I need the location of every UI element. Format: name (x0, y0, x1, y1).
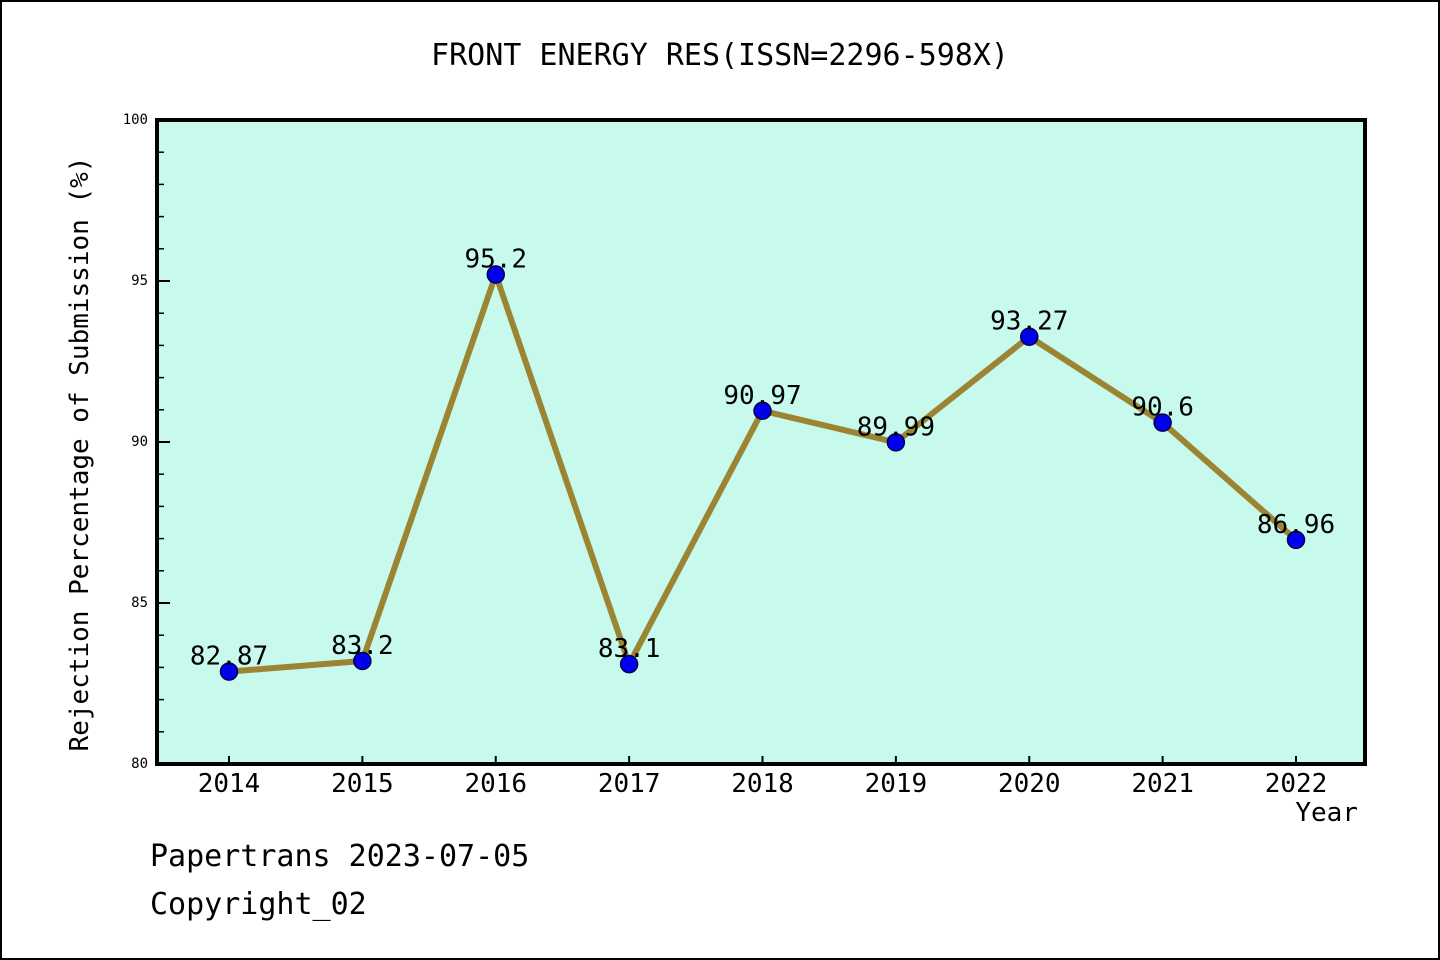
data-point-label: 89.99 (857, 412, 935, 442)
x-tick-label: 2019 (865, 769, 928, 799)
data-point-label: 83.2 (331, 631, 394, 661)
x-tick-label: 2016 (464, 769, 527, 799)
data-point-label: 90.97 (723, 381, 801, 411)
y-tick-label: 85 (131, 595, 148, 611)
data-point (1286, 530, 1306, 550)
x-tick-label: 2015 (331, 769, 394, 799)
data-point (753, 401, 772, 421)
x-tick-label: 2022 (1265, 769, 1328, 799)
data-point (1153, 413, 1172, 432)
data-point-label: 95.2 (464, 245, 527, 275)
x-tick-label: 2021 (1131, 769, 1194, 799)
x-axis-label: Year (1295, 798, 1358, 828)
data-point (619, 654, 639, 674)
chart-title: FRONT ENERGY RES(ISSN=2296-598X) (431, 38, 1009, 73)
x-tick-label: 2014 (198, 769, 261, 799)
data-point-label: 86.96 (1257, 510, 1335, 540)
data-point (886, 433, 906, 452)
data-point-label: 93.27 (990, 307, 1068, 337)
y-tick-label: 95 (131, 273, 148, 289)
y-tick-label: 100 (123, 112, 148, 128)
data-point-label: 82.87 (190, 642, 268, 672)
x-tick-label: 2018 (731, 769, 794, 799)
x-tick-label: 2017 (598, 769, 661, 799)
data-point-label: 90.6 (1131, 393, 1194, 423)
footer-copyright: Copyright_02 (150, 887, 367, 922)
y-tick-label: 90 (131, 434, 148, 450)
data-point (486, 265, 505, 284)
y-tick-label: 80 (131, 756, 148, 772)
x-tick-label: 2020 (998, 769, 1061, 799)
footer-date: Papertrans 2023-07-05 (150, 839, 530, 874)
data-point (353, 651, 372, 671)
plot-border (155, 118, 1367, 766)
data-point (219, 662, 239, 681)
data-point-label: 83.1 (598, 634, 661, 664)
data-point (1020, 327, 1039, 346)
